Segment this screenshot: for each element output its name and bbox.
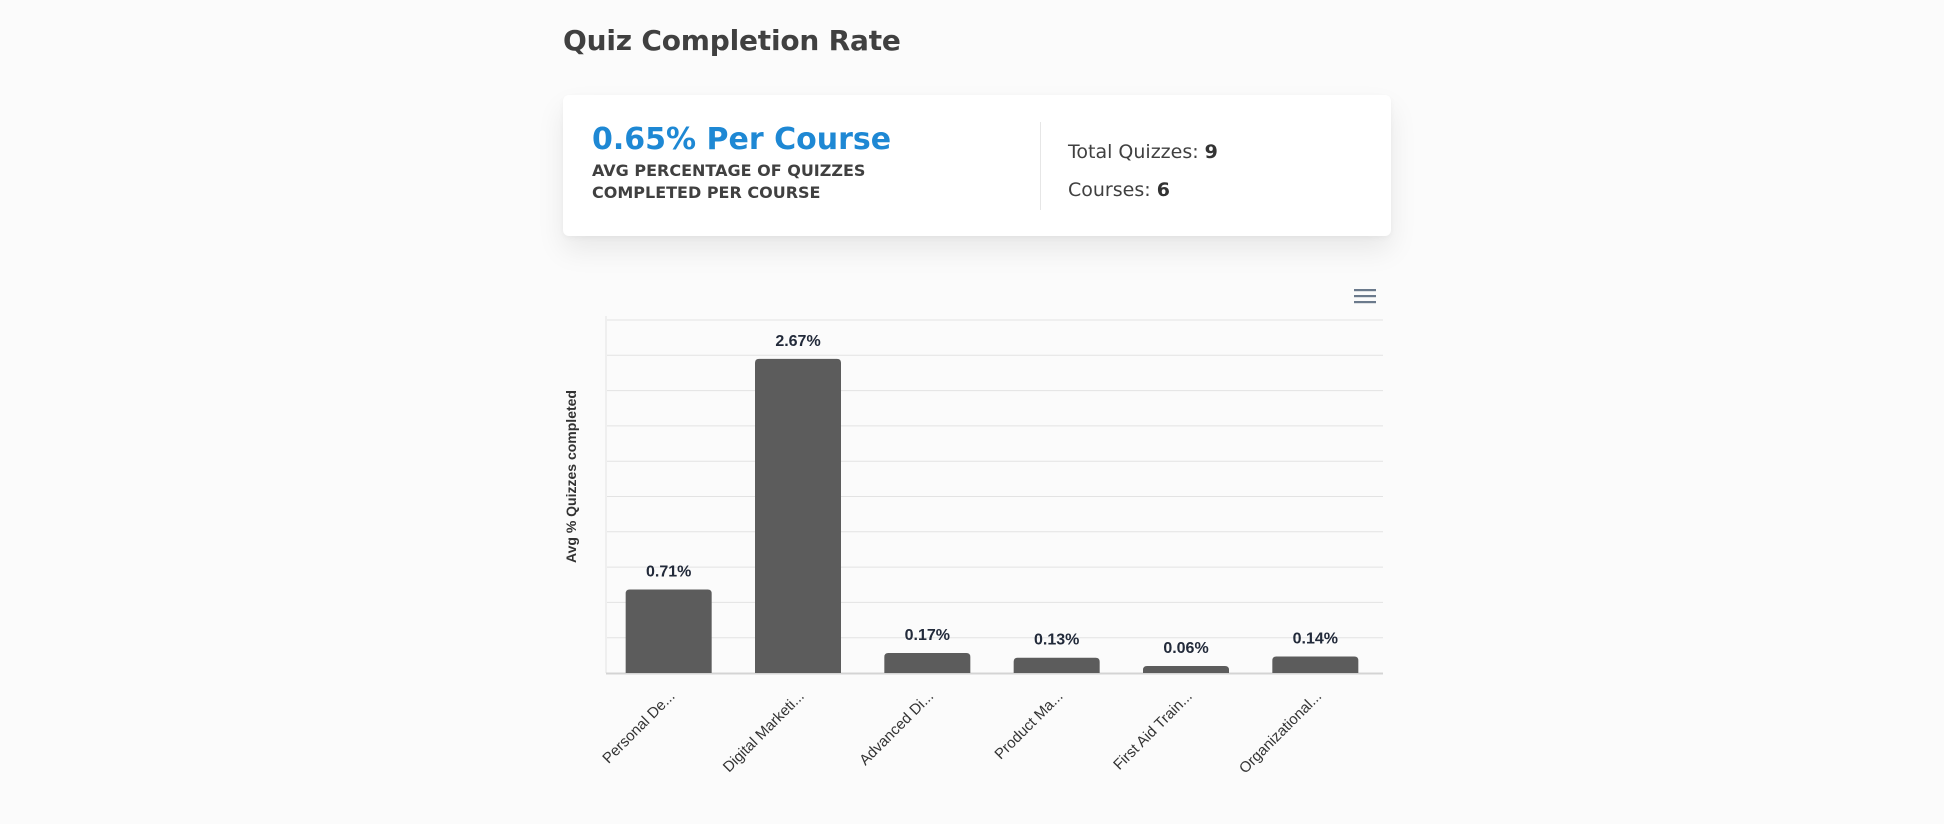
avg-per-course-value: 0.65% Per Course bbox=[592, 122, 892, 157]
x-tick-label: Product Ma... bbox=[991, 688, 1066, 763]
data-label: 0.71% bbox=[646, 563, 691, 580]
bar-chart: Avg % Quizzes completed 0.71% Personal De.… bbox=[550, 275, 1400, 795]
page-title: Quiz Completion Rate bbox=[563, 24, 901, 57]
hamburger-menu-icon bbox=[1354, 289, 1376, 304]
summary-stats: Total Quizzes: 9 Courses: 6 bbox=[1068, 133, 1218, 209]
x-tick-label: Digital Marketi... bbox=[720, 688, 808, 776]
bar bbox=[625, 589, 712, 673]
bar bbox=[755, 358, 841, 673]
data-label: 2.67% bbox=[775, 333, 820, 350]
y-axis-title: Avg % Quizzes completed bbox=[563, 390, 579, 563]
bar bbox=[1013, 657, 1100, 673]
total-quizzes-value: 9 bbox=[1204, 141, 1218, 163]
data-label: 0.14% bbox=[1293, 631, 1338, 648]
total-quizzes-label: Total Quizzes: bbox=[1068, 141, 1199, 163]
x-tick-label: Advanced Di... bbox=[856, 688, 937, 769]
summary-card: 0.65% Per Course AVG PERCENTAGE OF QUIZZ… bbox=[563, 95, 1391, 236]
summary-divider bbox=[1040, 122, 1041, 210]
summary-main: 0.65% Per Course AVG PERCENTAGE OF QUIZZ… bbox=[592, 122, 972, 204]
courses-stat: Courses: 6 bbox=[1068, 171, 1218, 209]
bar bbox=[1143, 665, 1229, 673]
bar bbox=[1272, 656, 1359, 673]
data-label: 0.17% bbox=[905, 627, 950, 644]
total-quizzes-stat: Total Quizzes: 9 bbox=[1068, 133, 1218, 171]
bar bbox=[884, 652, 971, 673]
x-tick-label: Personal De... bbox=[599, 688, 678, 767]
data-label: 0.06% bbox=[1163, 640, 1208, 657]
x-tick-label: First Aid Train... bbox=[1110, 688, 1196, 774]
courses-value: 6 bbox=[1156, 179, 1170, 201]
avg-per-course-caption: AVG PERCENTAGE OF QUIZZES COMPLETED PER … bbox=[592, 161, 866, 202]
chart-svg: Avg % Quizzes completed 0.71% Personal De.… bbox=[563, 316, 1383, 777]
courses-label: Courses: bbox=[1068, 179, 1151, 201]
chart-menu-button[interactable] bbox=[1352, 286, 1378, 306]
x-tick-label: Organizational... bbox=[1236, 688, 1325, 777]
data-label: 0.13% bbox=[1034, 632, 1079, 649]
